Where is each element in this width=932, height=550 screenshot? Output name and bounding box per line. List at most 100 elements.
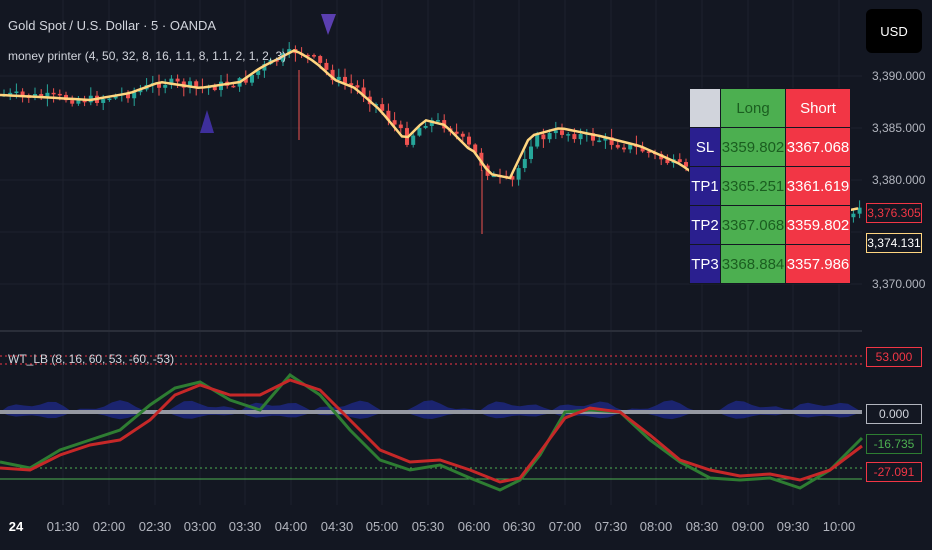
candle-body — [82, 99, 87, 103]
row-label: TP2 — [689, 205, 721, 245]
long-value: 3359.802 — [720, 127, 786, 167]
candle-body — [126, 93, 130, 99]
candle-body — [343, 76, 347, 84]
candle-body — [541, 134, 546, 140]
candle-body — [597, 140, 602, 143]
osc-green-badge: -16.735 — [866, 434, 922, 454]
time-label: 07:30 — [594, 519, 628, 534]
oscillator-label[interactable]: WT_LB (8, 16, 60, 53, -60, -53) — [8, 352, 175, 366]
candle-body — [194, 81, 199, 87]
table-row: TP2 3367.068 3359.802 — [689, 205, 851, 245]
candle-body — [188, 81, 192, 88]
price-label: 3,380.000 — [872, 173, 926, 187]
candle-body — [479, 152, 484, 166]
time-label: 09:00 — [731, 519, 765, 534]
long-header: Long — [720, 88, 786, 128]
currency-button[interactable]: USD — [866, 9, 922, 53]
time-label: 10:00 — [822, 519, 856, 534]
time-label: 03:00 — [183, 519, 217, 534]
candle-body — [70, 100, 75, 104]
candle-body — [355, 85, 360, 88]
row-label: SL — [689, 127, 721, 167]
candle-body — [665, 159, 670, 164]
candle-body — [113, 95, 118, 99]
oscillator-pane — [0, 355, 864, 492]
candle-body — [57, 93, 62, 96]
short-header: Short — [785, 88, 851, 128]
candle-body — [287, 49, 292, 54]
candle-body — [491, 175, 496, 178]
candle-body — [76, 99, 81, 104]
time-label: 04:00 — [274, 519, 308, 534]
osc-histogram — [0, 400, 862, 412]
candle-body — [572, 134, 577, 140]
candle-body — [305, 54, 310, 57]
osc-upper-badge: 53.000 — [866, 347, 922, 367]
candle-body — [392, 120, 397, 125]
row-label: TP3 — [689, 244, 721, 284]
candle-body — [20, 91, 25, 96]
candle-body — [628, 144, 633, 150]
osc-red-badge: -27.091 — [866, 462, 922, 482]
time-label: 07:00 — [548, 519, 582, 534]
candle-body — [615, 144, 620, 148]
candle-body — [857, 207, 862, 214]
ma-price-badge: 3,374.131 — [866, 233, 922, 253]
candle-body — [640, 147, 645, 152]
candle-body — [8, 92, 13, 96]
candle-body — [336, 76, 341, 81]
time-label: 02:00 — [92, 519, 126, 534]
candle-body — [535, 134, 540, 147]
wt-green-line — [0, 373, 864, 492]
candle-body — [138, 89, 143, 93]
candle-body — [330, 69, 335, 81]
candle-body — [622, 147, 626, 150]
candle-body — [603, 137, 608, 141]
candle-body — [101, 99, 106, 103]
osc-zero-badge: 0.000 — [866, 404, 922, 424]
candle-body — [250, 74, 254, 83]
candle-body — [132, 92, 137, 99]
table-row: SL 3359.802 3367.068 — [689, 127, 851, 167]
candle-body — [436, 120, 440, 122]
candle-body — [157, 83, 161, 88]
short-value: 3361.619 — [785, 166, 851, 206]
time-label: 24 — [8, 519, 24, 534]
price-label: 3,385.000 — [872, 121, 926, 135]
candle-body — [231, 85, 236, 88]
candle-body — [175, 78, 180, 82]
candle-body — [417, 127, 422, 136]
table-row: TP1 3365.251 3361.619 — [689, 166, 851, 206]
row-label: TP1 — [689, 166, 721, 206]
time-label: 09:30 — [776, 519, 810, 534]
candle-body — [243, 78, 248, 83]
time-label: 02:30 — [138, 519, 172, 534]
candle-body — [386, 110, 391, 121]
indicator-label[interactable]: money printer (4, 50, 32, 8, 16, 1.1, 8,… — [8, 49, 287, 63]
candle-body — [646, 151, 651, 153]
candle-body — [510, 176, 515, 180]
time-label: 06:30 — [502, 519, 536, 534]
candle-body — [411, 135, 416, 145]
time-label: 06:00 — [457, 519, 491, 534]
candle-body — [454, 131, 459, 134]
candle-body — [591, 133, 595, 141]
candle-body — [460, 133, 465, 137]
candle-body — [212, 86, 217, 91]
candle-body — [522, 158, 527, 169]
signal-table: Long Short SL 3359.802 3367.068 TP1 3365… — [689, 88, 851, 284]
candle-body — [380, 104, 385, 111]
long-value: 3368.884 — [720, 244, 786, 284]
time-label: 08:00 — [639, 519, 673, 534]
candle-body — [423, 125, 428, 128]
candle-body — [473, 144, 478, 153]
candle-body — [107, 98, 112, 100]
candle-body — [516, 168, 521, 180]
sell-signal-icon — [321, 14, 336, 35]
candle-body — [163, 84, 168, 88]
candle-body — [318, 56, 323, 63]
candle-body — [609, 137, 614, 145]
candle-body — [262, 64, 267, 71]
candle-body — [529, 146, 533, 159]
